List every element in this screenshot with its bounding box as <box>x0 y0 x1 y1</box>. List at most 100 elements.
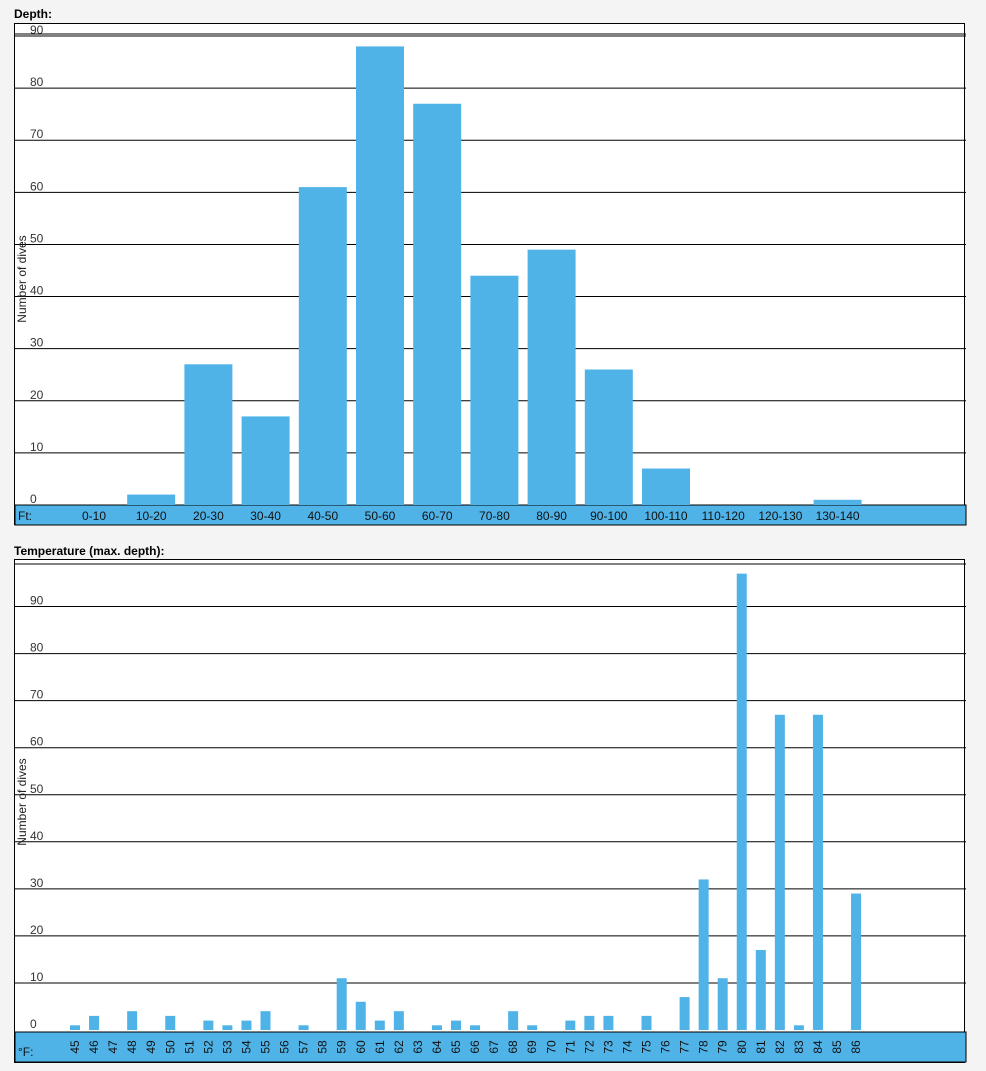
y-axis-title: Number of dives <box>15 235 29 322</box>
bar <box>70 1025 80 1030</box>
bar <box>603 1015 614 1030</box>
x-tick-label: 58 <box>316 1040 330 1054</box>
y-tick-label: 70 <box>30 127 44 141</box>
bar <box>393 1011 404 1030</box>
x-tick-label: 80-90 <box>536 509 567 523</box>
bar <box>755 950 766 1030</box>
temperature-chart-svg: 0 10 20 30 40 50 60 70 80 90 Number of dives °F: 45 4… <box>14 563 967 1063</box>
x-tick-label: 30-40 <box>250 509 281 523</box>
x-tick-label: 46 <box>87 1040 101 1054</box>
x-tick-label: 75 <box>640 1040 654 1054</box>
bar <box>260 1011 271 1030</box>
bar <box>127 1011 138 1030</box>
x-tick-label: 78 <box>697 1040 711 1054</box>
y-tick-label: 50 <box>30 231 44 245</box>
temperature-chart-title: Temperature (max. depth): <box>14 544 165 558</box>
x-tick-label: 49 <box>144 1040 158 1054</box>
bar <box>774 714 785 1030</box>
bar <box>642 468 690 505</box>
y-tick-label: 80 <box>30 641 44 655</box>
x-tick-label: 77 <box>678 1040 692 1054</box>
bar <box>527 249 576 505</box>
x-tick-label: 76 <box>659 1040 673 1054</box>
x-tick-label: 50 <box>163 1040 177 1054</box>
x-tick-label: 130-140 <box>816 509 860 523</box>
bar <box>356 46 404 506</box>
x-tick-label: 120-130 <box>758 509 802 523</box>
y-tick-label: 50 <box>30 782 44 796</box>
bar <box>641 1015 652 1030</box>
x-tick-label: 73 <box>601 1040 615 1054</box>
y-tick-label: 40 <box>30 284 44 298</box>
x-tick-label: 63 <box>411 1040 425 1054</box>
x-tick-label: 54 <box>239 1040 253 1054</box>
y-tick-label: 20 <box>30 923 44 937</box>
x-tick-label: 50-60 <box>365 509 396 523</box>
x-tick-label: 10-20 <box>136 509 167 523</box>
y-tick-label: 60 <box>30 179 44 193</box>
x-tick-label: 80 <box>735 1040 749 1054</box>
bar <box>355 1001 366 1030</box>
x-tick-label: 71 <box>563 1040 577 1054</box>
x-tick-label: 20-30 <box>193 509 224 523</box>
x-tick-label: 82 <box>773 1040 787 1054</box>
y-tick-label: 70 <box>30 688 44 702</box>
y-tick-label: 0 <box>30 1017 37 1031</box>
x-tick-label: 61 <box>373 1040 387 1054</box>
x-axis-band <box>14 1031 967 1063</box>
x-tick-label: 68 <box>506 1040 520 1054</box>
x-tick-label: 60 <box>354 1040 368 1054</box>
x-tick-label: 90-100 <box>590 509 628 523</box>
x-tick-label: 79 <box>716 1040 730 1054</box>
bar <box>698 879 709 1030</box>
bar <box>222 1025 233 1030</box>
depth-chart-svg: 0 10 20 30 40 50 60 70 80 90 Number of dives Ft: 0-1… <box>14 23 967 526</box>
bar <box>184 364 233 505</box>
x-tick-label: 60-70 <box>422 509 453 523</box>
x-tick-label: 66 <box>468 1040 482 1054</box>
x-tick-label: 84 <box>811 1040 825 1054</box>
x-tick-label: 45 <box>68 1040 82 1054</box>
y-tick-label: 30 <box>30 336 44 350</box>
bar <box>336 978 347 1030</box>
x-tick-label: 64 <box>430 1040 444 1054</box>
bar <box>812 714 823 1030</box>
bar <box>298 1025 309 1030</box>
bar <box>298 187 347 505</box>
bar <box>793 1025 804 1030</box>
depth-chart-title: Depth: <box>14 7 52 21</box>
bar <box>584 369 633 505</box>
x-tick-label: 53 <box>220 1040 234 1054</box>
x-tick-label: 55 <box>259 1040 273 1054</box>
x-tick-label: 74 <box>620 1040 634 1054</box>
bar <box>374 1020 385 1030</box>
bar <box>203 1020 214 1030</box>
x-tick-label: 83 <box>792 1040 806 1054</box>
bar <box>451 1020 461 1030</box>
bar <box>508 1011 519 1030</box>
x-tick-label: 56 <box>278 1040 292 1054</box>
y-tick-label: 80 <box>30 75 44 89</box>
x-tick-label: 52 <box>201 1040 215 1054</box>
x-tick-label: 62 <box>392 1040 406 1054</box>
y-tick-label: 40 <box>30 829 44 843</box>
bar <box>565 1020 576 1030</box>
x-tick-label: 110-120 <box>702 509 745 523</box>
bar <box>813 499 862 505</box>
bar <box>241 1020 252 1030</box>
bar <box>679 997 690 1030</box>
x-tick-label: 48 <box>125 1040 139 1054</box>
x-tick-label: 70-80 <box>479 509 510 523</box>
x-unit-label: °F: <box>18 1045 33 1059</box>
x-tick-label: 70 <box>544 1040 558 1054</box>
bar <box>527 1025 538 1030</box>
temperature-chart: 0 10 20 30 40 50 60 70 80 90 Number of dives °F: 45 4… <box>14 559 967 1063</box>
x-unit-label: Ft: <box>18 509 32 523</box>
y-tick-label: 30 <box>30 876 44 890</box>
y-tick-label: 0 <box>30 492 37 506</box>
x-tick-label: 69 <box>525 1040 539 1054</box>
x-tick-label: 59 <box>335 1040 349 1054</box>
y-tick-label: 10 <box>30 970 44 984</box>
x-tick-label: 67 <box>487 1040 501 1054</box>
y-tick-label: 20 <box>30 388 44 402</box>
